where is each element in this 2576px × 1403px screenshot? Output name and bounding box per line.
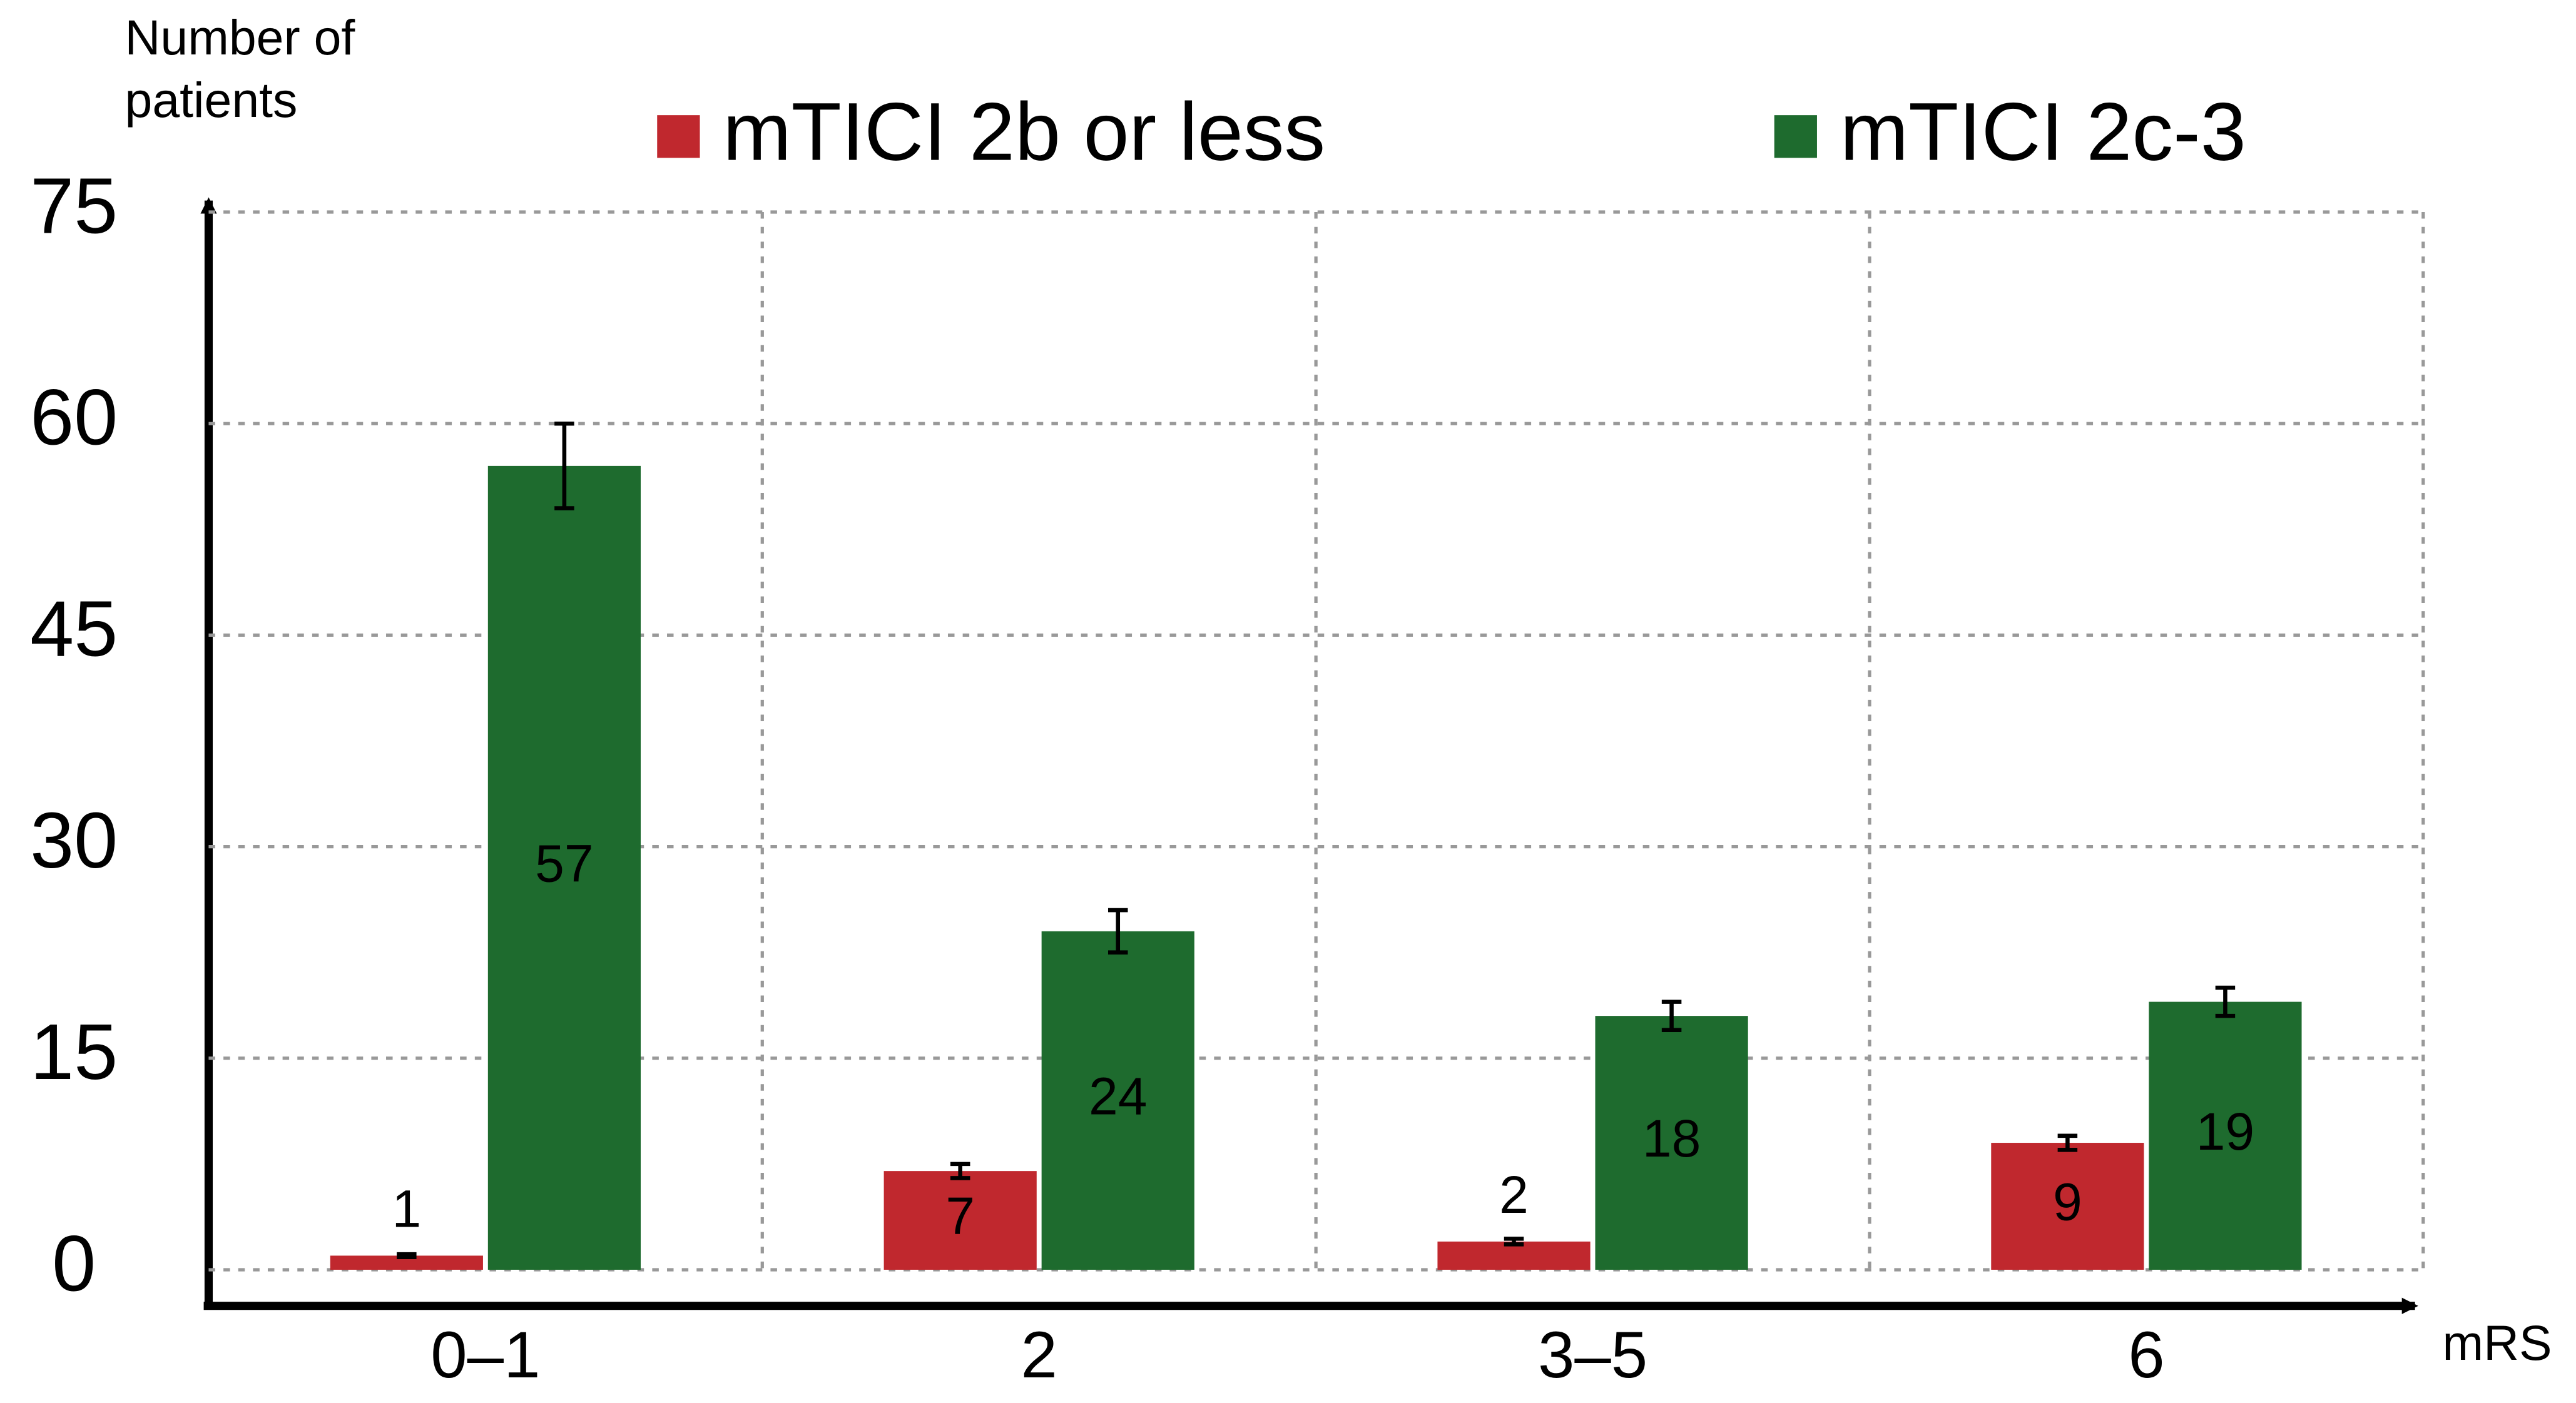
value-label: 9: [2053, 1173, 2082, 1232]
value-label: 24: [1089, 1067, 1147, 1126]
legend-swatch: [1774, 115, 1817, 158]
error-bar: [2057, 1133, 2078, 1152]
legend-swatch: [657, 115, 700, 158]
error-bar: [2215, 985, 2236, 1018]
value-label: 1: [392, 1179, 421, 1238]
x-tick-label: 0–1: [430, 1319, 540, 1392]
y-tick-label: 30: [30, 796, 118, 884]
value-label: 57: [535, 834, 593, 893]
value-label: 2: [1499, 1165, 1529, 1224]
error-bar: [950, 1162, 970, 1180]
bar: [883, 1171, 1037, 1270]
bar: [487, 465, 641, 1270]
x-tick-label: 6: [2128, 1319, 2164, 1392]
bar: [330, 1255, 483, 1270]
y-tick-label: 60: [30, 373, 118, 462]
value-label: 18: [1642, 1109, 1701, 1168]
error-bar: [1661, 1000, 1682, 1032]
y-tick-label: 15: [30, 1008, 118, 1096]
bar: [2149, 1001, 2302, 1270]
value-label: 7: [945, 1187, 975, 1245]
bar: [1595, 1016, 1748, 1270]
y-tick-label: 0: [52, 1219, 96, 1307]
error-bar: [554, 421, 574, 510]
legend-label: mTICI 2c-3: [1840, 86, 2246, 178]
error-bar: [397, 1252, 417, 1259]
y-axis-label: Number of patients: [125, 11, 355, 129]
error-bar: [1107, 908, 1128, 955]
x-tick-label: 2: [1021, 1319, 1057, 1392]
x-axis-label: mRS: [2442, 1315, 2552, 1370]
y-tick-label: 45: [30, 585, 118, 673]
bar: [1041, 931, 1194, 1270]
legend-label: mTICI 2b or less: [723, 86, 1325, 178]
x-tick-label: 3–5: [1538, 1319, 1647, 1392]
y-tick-label: 75: [30, 161, 118, 250]
bar: [1991, 1143, 2144, 1270]
y-label-box: Number of patients: [125, 11, 355, 129]
value-label: 19: [2196, 1102, 2254, 1161]
error-bar: [1504, 1237, 1524, 1247]
